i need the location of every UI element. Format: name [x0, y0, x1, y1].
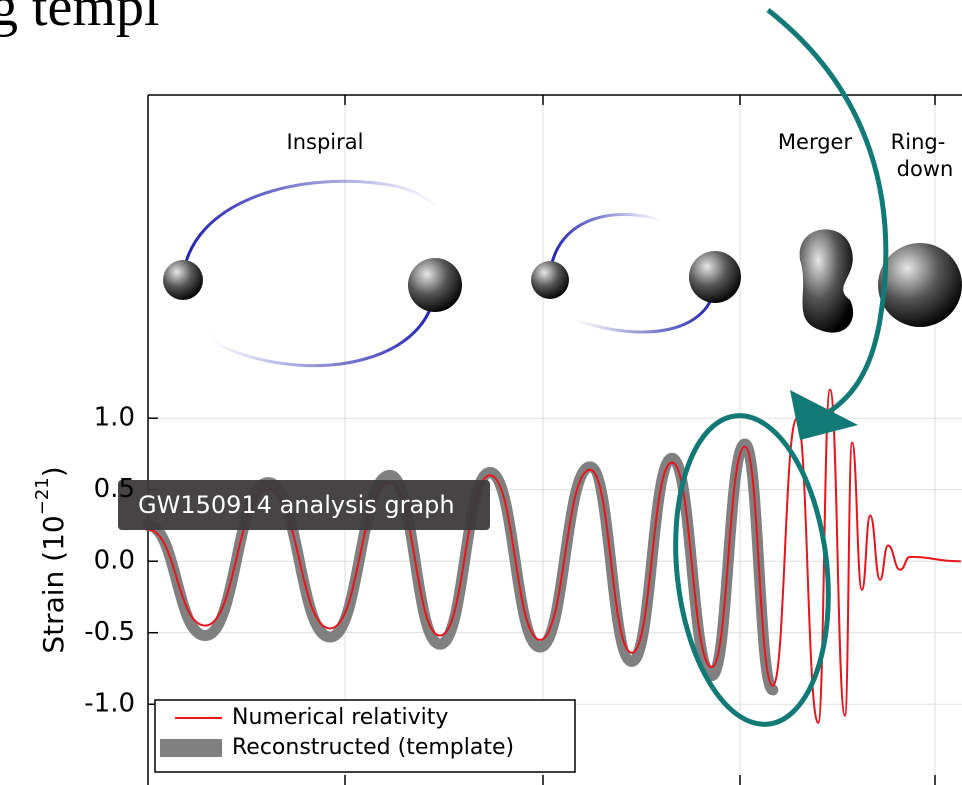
- y-tick-label: 0.0: [94, 546, 135, 576]
- illustration: [163, 179, 962, 368]
- y-label-close: ): [37, 466, 70, 477]
- y-tick-label: -1.0: [84, 689, 135, 719]
- phase-label: Ring-: [891, 130, 946, 154]
- y-label-exponent: −21: [32, 477, 53, 515]
- legend-swatch: [160, 739, 222, 757]
- x-ticks: [344, 95, 936, 785]
- legend-label: Numerical relativity: [232, 705, 448, 730]
- plot-area: [142, 388, 962, 724]
- phase-label: down: [897, 157, 954, 181]
- y-tick-label: 0.5: [94, 474, 135, 504]
- tooltip-text: GW150914 analysis graph: [138, 491, 455, 519]
- annotation-arrow: [673, 8, 889, 727]
- y-label-text: Strain (10: [37, 515, 70, 653]
- header-fragment: g templ: [0, 0, 160, 38]
- phase-label: Merger: [778, 130, 853, 154]
- y-axis-label: Strain (10−21): [32, 466, 70, 653]
- legend-label: Reconstructed (template): [232, 735, 514, 760]
- phase-label: Inspiral: [287, 130, 364, 154]
- legend: Numerical relativity Reconstructed (temp…: [154, 699, 576, 773]
- tooltip: GW150914 analysis graph: [118, 480, 490, 530]
- y-tick-label: -0.5: [84, 617, 135, 647]
- plot-frame: [147, 94, 962, 785]
- x-grid: [344, 95, 936, 785]
- y-tick-label: 1.0: [94, 403, 135, 433]
- series-line: [147, 388, 962, 724]
